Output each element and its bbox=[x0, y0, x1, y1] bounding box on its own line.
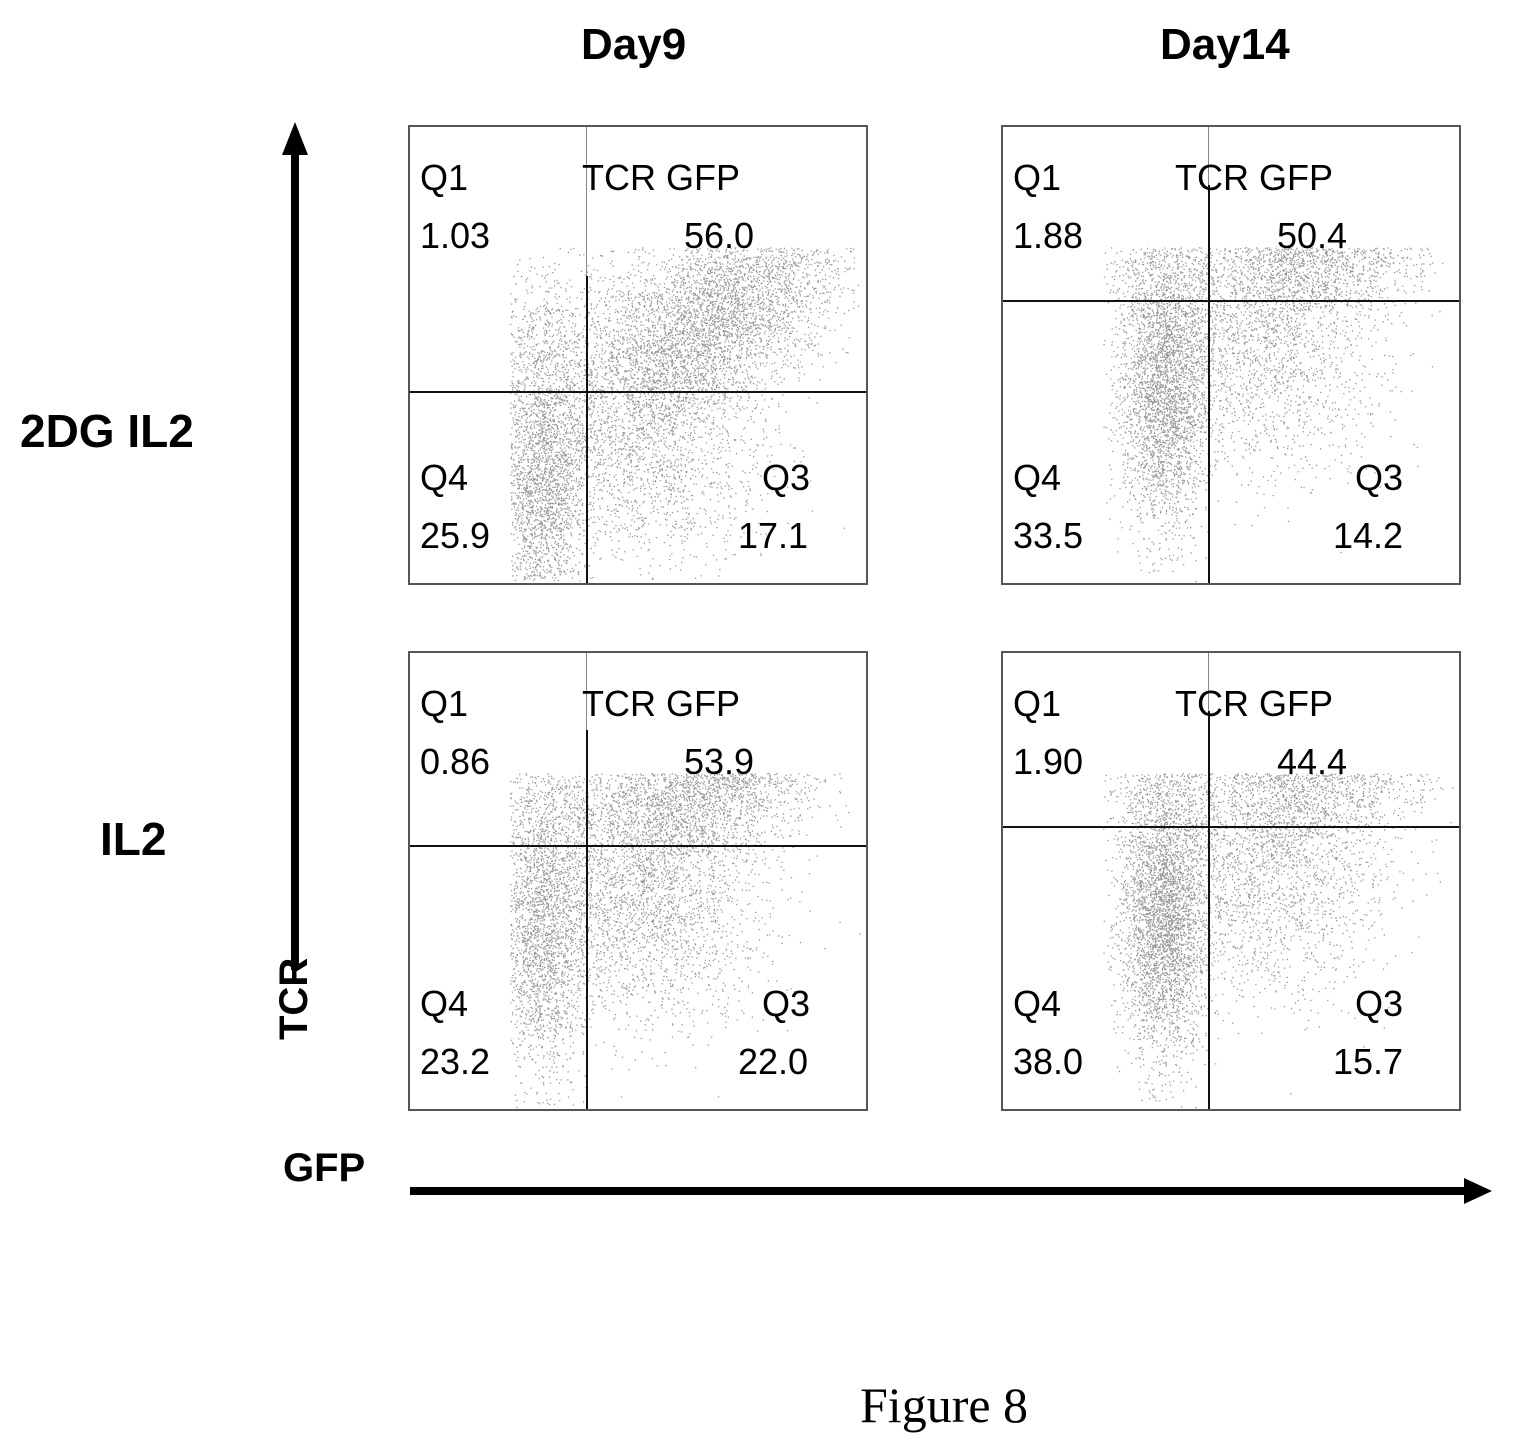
event-dots bbox=[1103, 773, 1454, 1109]
q4-value: 33.5 bbox=[1013, 515, 1084, 556]
scatter-cloud bbox=[510, 247, 860, 582]
row-label-il2: IL2 bbox=[100, 813, 167, 865]
gate-line-horizontal bbox=[410, 391, 866, 394]
q2-label: TCR GFP bbox=[1175, 683, 1333, 724]
q1-label: Q1 bbox=[420, 157, 469, 198]
q2-label: TCR GFP bbox=[582, 157, 740, 198]
q3-value: 22.0 bbox=[738, 1041, 809, 1082]
q1-label: Q1 bbox=[1013, 157, 1062, 198]
q1-label: Q1 bbox=[420, 683, 469, 724]
gate-line-horizontal bbox=[410, 844, 866, 847]
row-label-2dg-il2: 2DG IL2 bbox=[20, 405, 194, 457]
q1-value: 0.86 bbox=[420, 741, 491, 782]
scatter-points bbox=[1103, 247, 1444, 583]
gate-line-horizontal bbox=[1003, 826, 1459, 829]
q4-value: 23.2 bbox=[420, 1041, 491, 1082]
scatter-points bbox=[1103, 773, 1454, 1109]
event-dots bbox=[1103, 247, 1444, 583]
flow-plot-2dg-il2-day14: Q1 1.88 TCR GFP 50.4 Q4 33.5 Q3 14.2 bbox=[1001, 125, 1461, 585]
tcr-arrowhead bbox=[282, 122, 308, 155]
gfp-arrowhead bbox=[1464, 1178, 1492, 1204]
q3-value: 15.7 bbox=[1333, 1041, 1404, 1082]
q2-value: 44.4 bbox=[1277, 741, 1348, 782]
q3-value: 14.2 bbox=[1333, 515, 1404, 556]
q2-value: 50.4 bbox=[1277, 215, 1348, 256]
q3-value: 17.1 bbox=[738, 515, 809, 556]
scatter-points bbox=[510, 247, 860, 582]
gate-line-vertical bbox=[1208, 711, 1211, 1109]
event-dots bbox=[510, 247, 860, 582]
q2-label: TCR GFP bbox=[1175, 157, 1333, 198]
flow-plot-2dg-il2-day9: Q1 1.03 TCR GFP 56.0 Q4 25.9 Q3 17.1 bbox=[408, 125, 868, 585]
q4-value: 38.0 bbox=[1013, 1041, 1084, 1082]
q2-value: 53.9 bbox=[684, 741, 755, 782]
gate-line-upper bbox=[585, 653, 587, 730]
flow-plot-il2-day14: Q1 1.90 TCR GFP 44.4 Q4 38.0 Q3 15.7 bbox=[1001, 651, 1461, 1111]
gate-line-vertical bbox=[1208, 185, 1211, 583]
scatter-cloud bbox=[1103, 247, 1444, 583]
q4-label: Q4 bbox=[420, 457, 469, 498]
gate-line-horizontal bbox=[1003, 300, 1459, 303]
q1-label: Q1 bbox=[1013, 683, 1062, 724]
q1-value: 1.90 bbox=[1013, 741, 1084, 782]
q4-label: Q4 bbox=[420, 983, 469, 1024]
q2-label: TCR GFP bbox=[582, 683, 740, 724]
event-dots bbox=[510, 773, 861, 1109]
q4-label: Q4 bbox=[1013, 983, 1062, 1024]
column-title-day14: Day14 bbox=[1160, 20, 1290, 69]
y-axis-label: TCR bbox=[272, 957, 316, 1040]
gate-line-upper bbox=[1208, 653, 1210, 712]
gate-line-vertical bbox=[585, 276, 588, 583]
q3-label: Q3 bbox=[762, 983, 811, 1024]
q4-label: Q4 bbox=[1013, 457, 1062, 498]
scatter-cloud bbox=[510, 773, 861, 1109]
q3-label: Q3 bbox=[1355, 457, 1404, 498]
q4-value: 25.9 bbox=[420, 515, 491, 556]
gate-line-vertical bbox=[585, 729, 588, 1109]
x-axis-label: GFP bbox=[283, 1146, 366, 1190]
gate-line-upper bbox=[1208, 127, 1210, 186]
q2-value: 56.0 bbox=[684, 215, 755, 256]
q3-label: Q3 bbox=[762, 457, 811, 498]
q3-label: Q3 bbox=[1355, 983, 1404, 1024]
figure-caption: Figure 8 bbox=[860, 1377, 1029, 1433]
column-title-day9: Day9 bbox=[581, 20, 687, 69]
scatter-points bbox=[510, 773, 861, 1109]
gate-line-upper bbox=[585, 127, 587, 277]
flow-plot-il2-day9: Q1 0.86 TCR GFP 53.9 Q4 23.2 Q3 22.0 bbox=[408, 651, 868, 1111]
scatter-cloud bbox=[1103, 773, 1454, 1109]
q1-value: 1.03 bbox=[420, 215, 491, 256]
q1-value: 1.88 bbox=[1013, 215, 1084, 256]
